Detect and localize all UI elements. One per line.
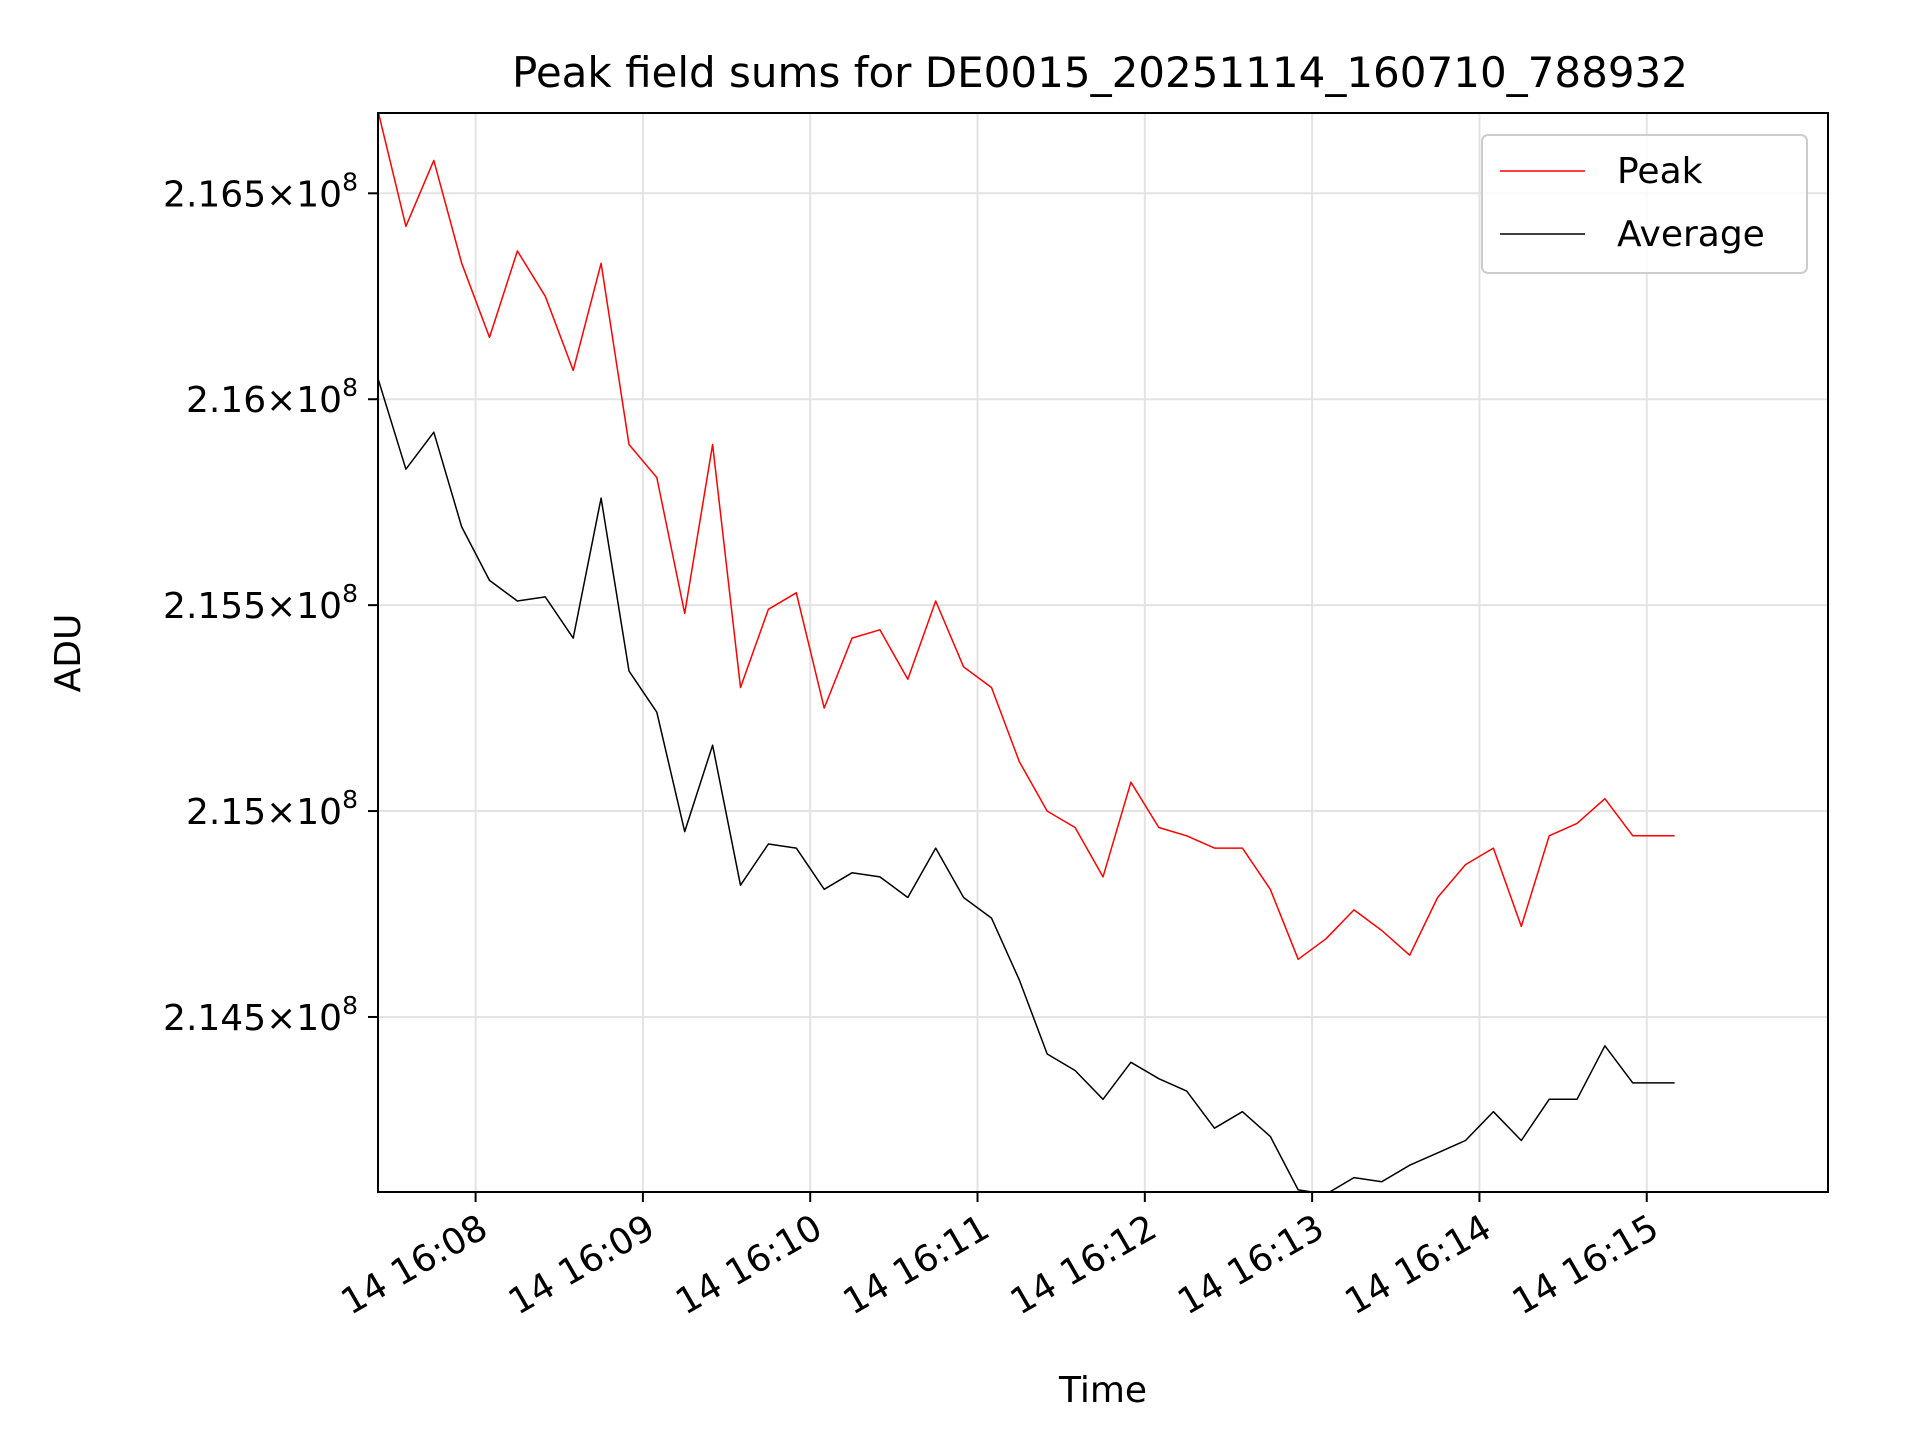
- y-axis: 2.145×1082.15×1082.155×1082.16×1082.165×…: [163, 167, 378, 1039]
- plot-area: [377, 112, 1829, 1193]
- y-tick-base: 10: [296, 380, 342, 421]
- legend-average-label: Average: [1617, 214, 1765, 255]
- y-tick-label: 2.15×108: [186, 785, 358, 833]
- y-tick-base: 10: [296, 586, 342, 627]
- y-tick-label: 2.155×108: [163, 579, 358, 627]
- y-tick-exponent: 8: [342, 579, 358, 608]
- plot-frame: [377, 112, 1829, 1193]
- y-tick-mantissa: 2.15: [186, 792, 266, 833]
- y-tick-base: 10: [296, 998, 342, 1039]
- y-tick-mantissa: 2.155: [163, 586, 266, 627]
- series-line-peak: [378, 113, 1675, 961]
- y-tick-mantissa: 2.165: [163, 174, 266, 215]
- y-tick-times: ×: [266, 380, 296, 421]
- legend: Peak Average: [1481, 134, 1808, 274]
- y-tick-label: 2.16×108: [186, 373, 358, 421]
- y-tick-mantissa: 2.145: [163, 998, 266, 1039]
- y-tick-exponent: 8: [342, 373, 358, 402]
- y-tick-times: ×: [266, 998, 296, 1039]
- y-tick-base: 10: [296, 174, 342, 215]
- y-tick-mantissa: 2.16: [186, 380, 266, 421]
- y-tick-exponent: 8: [342, 785, 358, 814]
- x-axis-label: Time: [1058, 1370, 1147, 1411]
- series-layer: [378, 113, 1675, 1192]
- y-tick-exponent: 8: [342, 991, 358, 1020]
- y-tick-times: ×: [266, 586, 296, 627]
- y-tick-base: 10: [296, 792, 342, 833]
- y-tick-times: ×: [266, 792, 296, 833]
- chart-title: Peak field sums for DE0015_20251114_1607…: [512, 48, 1688, 97]
- y-tick-label: 2.145×108: [163, 991, 358, 1039]
- y-tick-exponent: 8: [342, 167, 358, 196]
- y-tick-times: ×: [266, 174, 296, 215]
- y-axis-label: ADU: [48, 614, 89, 693]
- legend-peak-label: Peak: [1617, 151, 1703, 192]
- series-line-average: [378, 378, 1675, 1192]
- legend-box: [1481, 134, 1808, 274]
- y-tick-label: 2.165×108: [163, 167, 358, 215]
